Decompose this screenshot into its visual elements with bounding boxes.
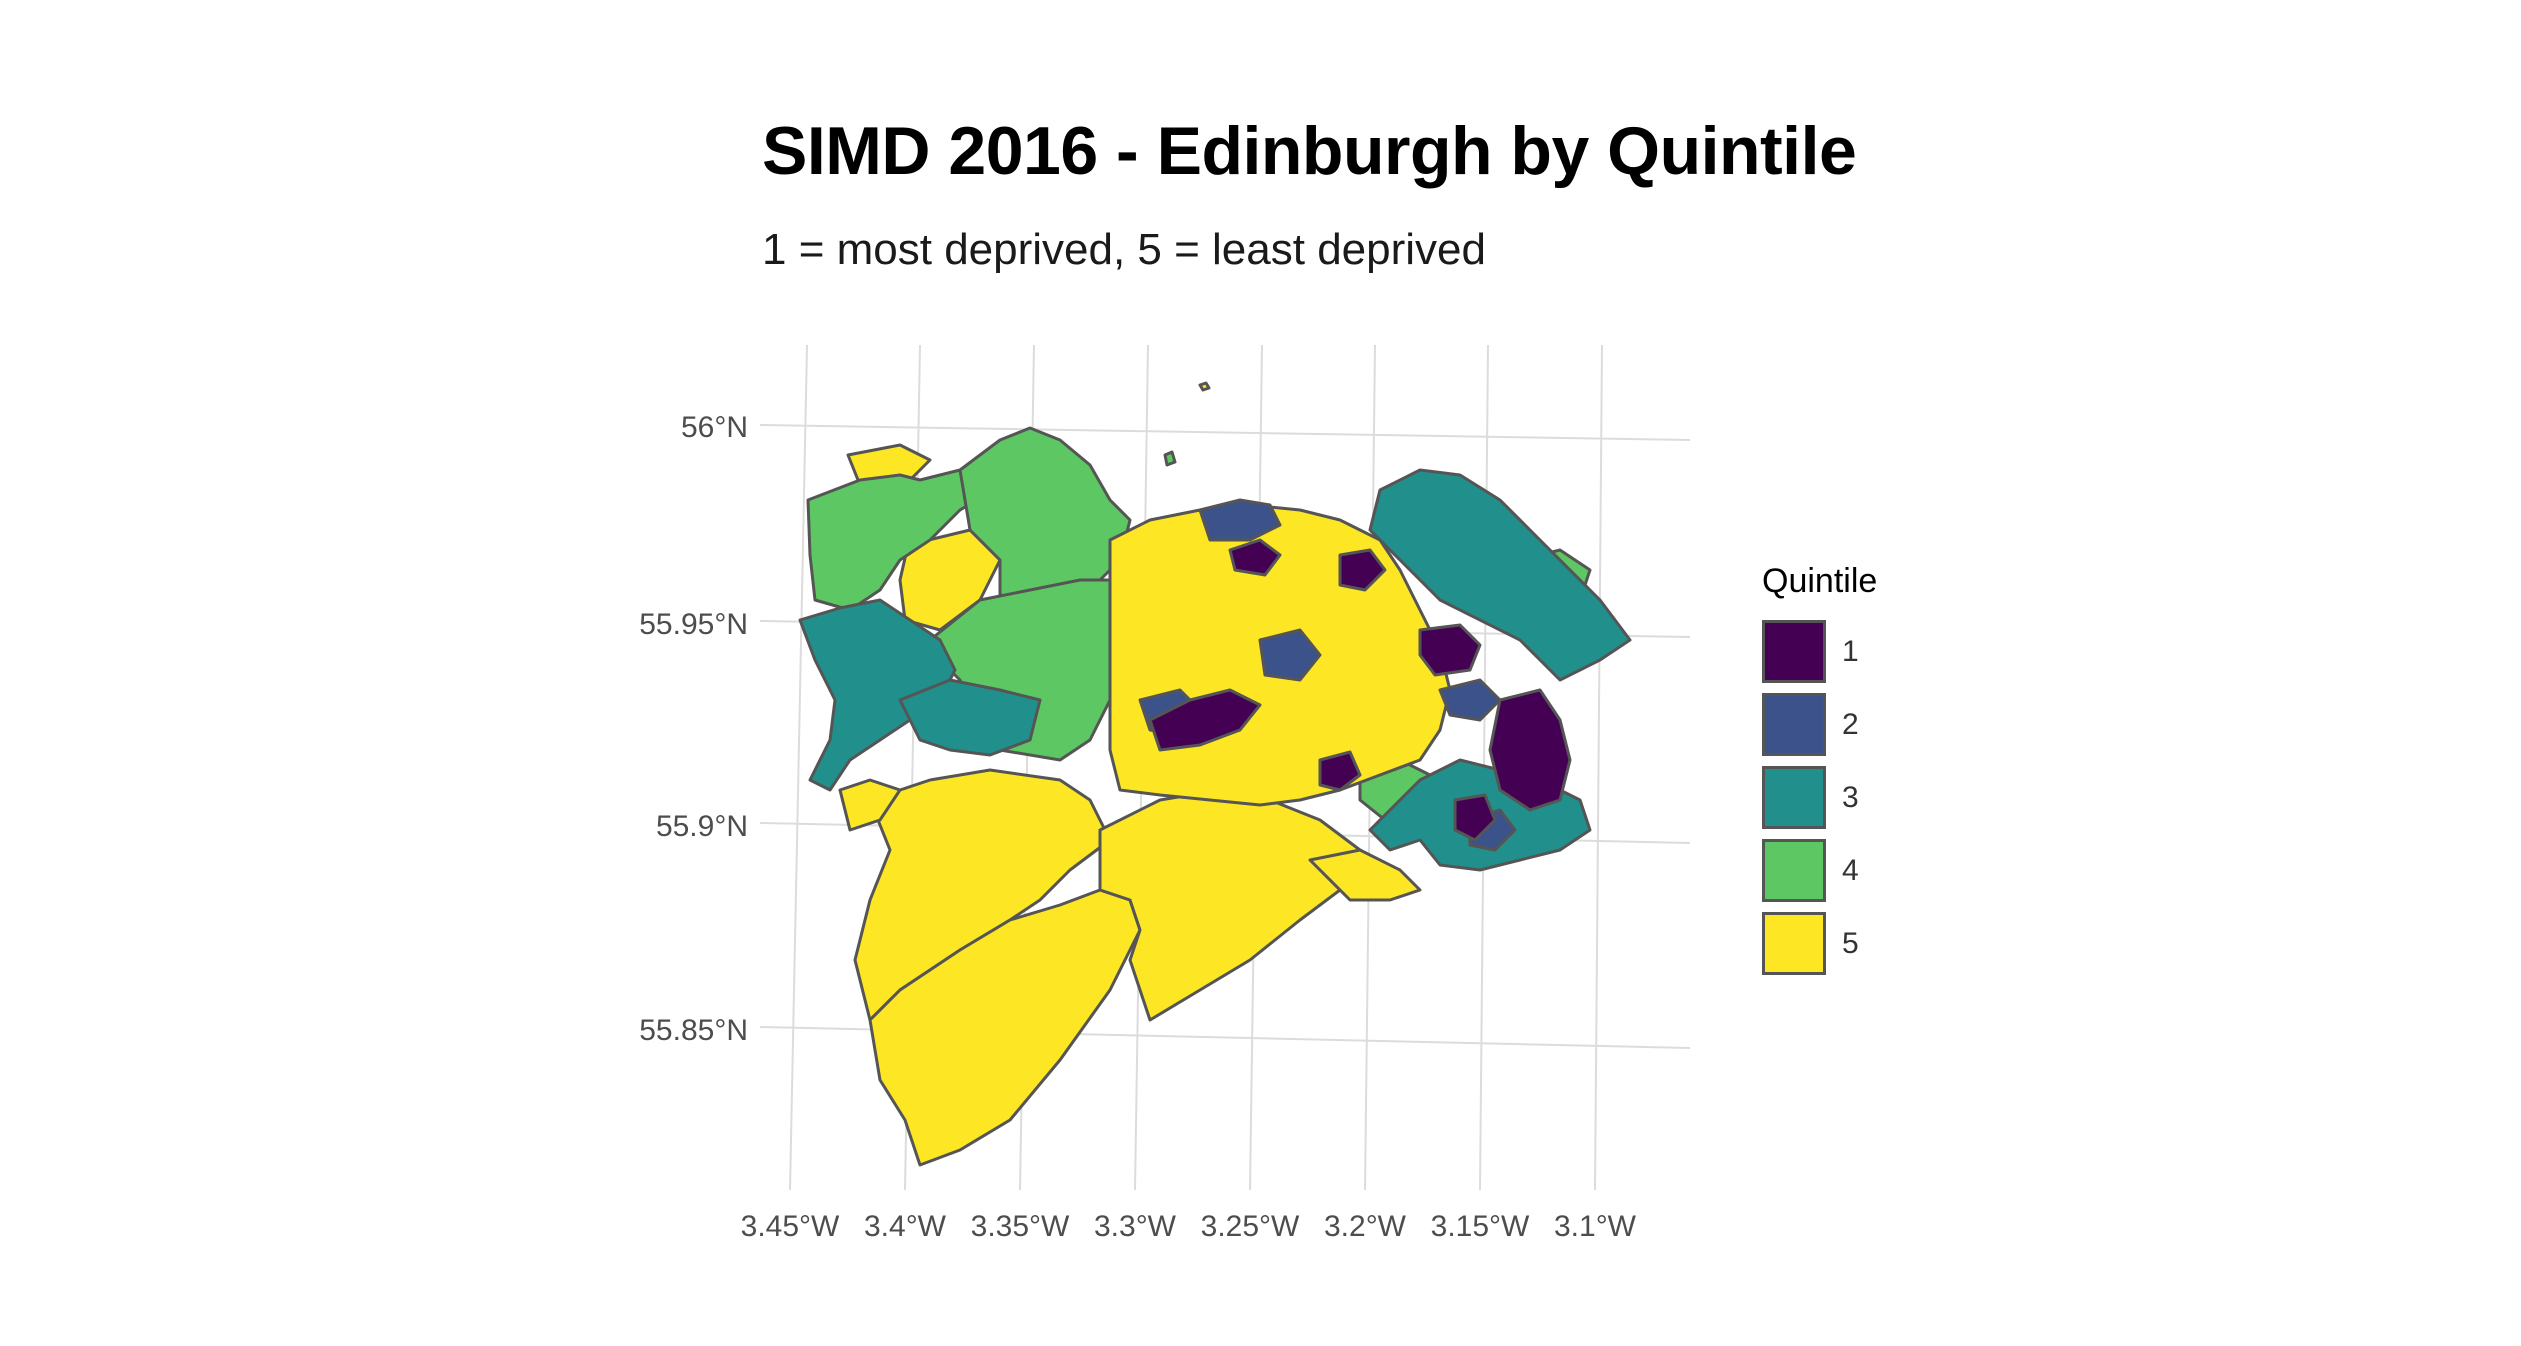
zone-q4-northwest [806,468,987,612]
x-tick-3-15: 3.15°W [1431,1210,1530,1243]
grid-lon-3-1 [1594,344,1603,1191]
zone-q1-craigmillar [1488,688,1572,812]
x-tick-3-4: 3.4°W [864,1210,947,1243]
legend-item-4: 4 [1762,834,1877,907]
y-tick-55-85: 55.85°N [639,1014,748,1047]
legend-label-2: 2 [1842,707,1859,741]
legend-item-5: 5 [1762,907,1877,980]
zone-q2-central-blue [1258,628,1322,682]
zone-q3-northeast-portobello [1368,468,1632,682]
zone-q1-leith [1338,548,1387,592]
zone-q2-east-blue [1438,678,1502,722]
x-tick-3-1: 3.1°W [1554,1210,1637,1243]
island-inchkeith [1198,381,1211,392]
y-tick-55-9: 55.9°N [656,810,748,843]
y-tick-55-95: 55.95°N [639,608,748,641]
legend-swatch-5 [1762,912,1826,975]
zone-q1-wester-hailes [1148,688,1262,752]
legend-label-4: 4 [1842,853,1859,887]
zone-q5-southeast [1308,848,1422,902]
x-tick-3-2: 3.2°W [1324,1210,1407,1243]
x-tick-3-3: 3.3°W [1094,1210,1177,1243]
legend-item-1: 1 [1762,615,1877,688]
legend-swatch-2 [1762,693,1826,756]
map-title: SIMD 2016 - Edinburgh by Quintile [762,113,1857,189]
zone-q5-southwest [853,768,1112,1022]
grid-lon-3-45 [789,344,808,1191]
legend-swatch-4 [1762,839,1826,902]
grid-lat-56 [759,424,1691,441]
legend-swatch-3 [1762,766,1826,829]
x-tick-3-25: 3.25°W [1201,1210,1300,1243]
zone-q1-gilmerton [1318,750,1362,792]
legend-label-5: 5 [1842,926,1859,960]
zone-q1-restalrig [1418,623,1482,677]
data-zones [798,381,1632,1167]
legend-item-3: 3 [1762,761,1877,834]
zone-q5-south-central [1098,788,1362,1022]
quintile-legend: Quintile 1 2 3 4 5 [1762,562,1877,980]
legend-label-3: 3 [1842,780,1859,814]
island-cramond [1163,450,1177,467]
zone-q3-west-ratho [798,598,957,792]
y-tick-56: 56°N [681,411,748,444]
x-tick-3-35: 3.35°W [971,1210,1070,1243]
map-subtitle: 1 = most deprived, 5 = least deprived [762,225,1486,274]
legend-swatch-1 [1762,620,1826,683]
legend-title: Quintile [1762,562,1878,600]
legend-item-2: 2 [1762,688,1877,761]
y-axis-labels: 56°N 55.95°N 55.9°N 55.85°N [639,411,748,1047]
zone-q5-pentlands [868,888,1142,1167]
legend-label-1: 1 [1842,634,1859,668]
x-axis-labels: 3.45°W 3.4°W 3.35°W 3.3°W 3.25°W 3.2°W 3… [741,1210,1637,1243]
zone-q3-west-inner [898,678,1042,757]
x-tick-3-45: 3.45°W [741,1210,840,1243]
zone-q5-southwest-edge [838,778,902,832]
zone-q1-north-pilton [1228,538,1282,577]
zone-q1-niddrie [1453,793,1497,842]
zone-q2-granton [1198,498,1282,542]
